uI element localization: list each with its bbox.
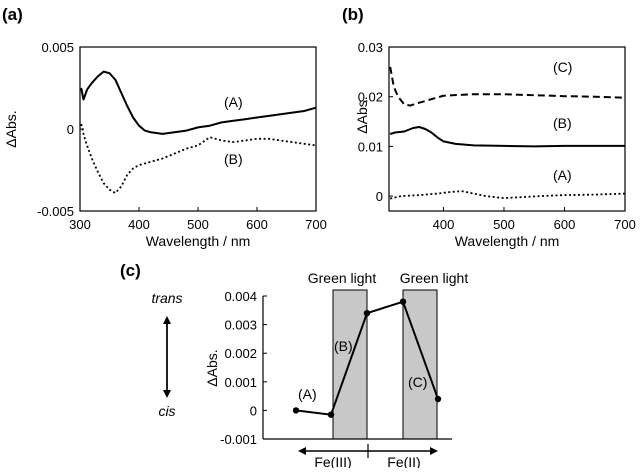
panel-a-frame (80, 47, 316, 211)
a-series-B-line (81, 124, 316, 193)
panel-c-ylabel: ΔAbs. (204, 349, 220, 386)
x-tick-label: 500 (187, 217, 209, 232)
panel-b-xlabel: Wavelength / nm (455, 233, 560, 249)
panel-a: (a) 300 400 500 600 700 -0.005 0 0.005 Wavelen… (2, 5, 327, 249)
panel-c-point-label-C: (C) (408, 374, 427, 390)
x-tick-label: 700 (614, 217, 636, 232)
x-tick-label: 400 (128, 217, 150, 232)
y-tick-label: 0.005 (41, 40, 74, 55)
y-tick-label: 0.001 (224, 375, 257, 390)
x-tick-label: 500 (493, 217, 515, 232)
panel-a-xlabel: Wavelength / nm (146, 233, 251, 249)
panel-c-data-point (400, 299, 406, 305)
green-light-label-2: Green light (400, 270, 469, 286)
panel-c-cis-label: cis (158, 403, 175, 419)
panel-c-data-point (328, 412, 334, 418)
y-tick-label: 0 (376, 189, 383, 204)
y-tick-label: 0.003 (224, 318, 257, 333)
green-light-band-2 (403, 290, 437, 439)
b-series-B-line (390, 127, 625, 146)
panel-c-data-point (435, 396, 441, 402)
panel-c-point-label-A: (A) (298, 386, 317, 402)
b-series-C-line (390, 67, 625, 106)
panel-a-letter: (a) (2, 5, 23, 24)
panel-a-series-label-B: (B) (224, 151, 243, 167)
panel-b-series-label-C: (C) (553, 59, 572, 75)
y-tick-label: 0 (67, 122, 74, 137)
panel-a-ylabel: ΔAbs. (3, 110, 19, 147)
panel-b-ylabel: ΔAbs. (354, 96, 370, 133)
panel-b-series-label-A: (A) (553, 167, 572, 183)
y-tick-label: 0.03 (358, 40, 383, 55)
panel-c-data-point (364, 310, 370, 316)
fe2-label: Fe(II) (387, 454, 420, 468)
x-tick-label: 300 (69, 217, 91, 232)
y-tick-label: -0.001 (220, 432, 257, 447)
panel-c-trans-label: trans (151, 290, 182, 306)
y-tick-label: 0.002 (224, 346, 257, 361)
x-tick-label: 700 (305, 217, 327, 232)
y-tick-label: -0.005 (37, 204, 74, 219)
panel-c: (c) trans cis Green light Green light -0… (120, 261, 468, 468)
panel-c-data-point (293, 407, 299, 413)
green-light-band-1 (333, 290, 367, 439)
panel-c-point-label-B: (B) (334, 338, 353, 354)
a-series-A-line (81, 72, 316, 134)
panel-b-letter: (b) (342, 5, 364, 24)
x-tick-label: 600 (246, 217, 268, 232)
panel-b-series-label-B: (B) (553, 115, 572, 131)
b-series-A-line (390, 191, 625, 199)
panel-c-letter: (c) (120, 261, 141, 280)
fe3-label: Fe(III) (314, 454, 351, 468)
panel-b: (b) 400 500 600 700 00.010.020.03 Wavelengt… (342, 5, 636, 249)
y-tick-label: 0.01 (358, 139, 383, 154)
y-tick-label: 0 (250, 403, 257, 418)
green-light-label-1: Green light (308, 270, 377, 286)
panel-a-series-label-A: (A) (224, 94, 243, 110)
x-tick-label: 600 (554, 217, 576, 232)
x-tick-label: 400 (433, 217, 455, 232)
y-tick-label: 0.004 (224, 289, 257, 304)
